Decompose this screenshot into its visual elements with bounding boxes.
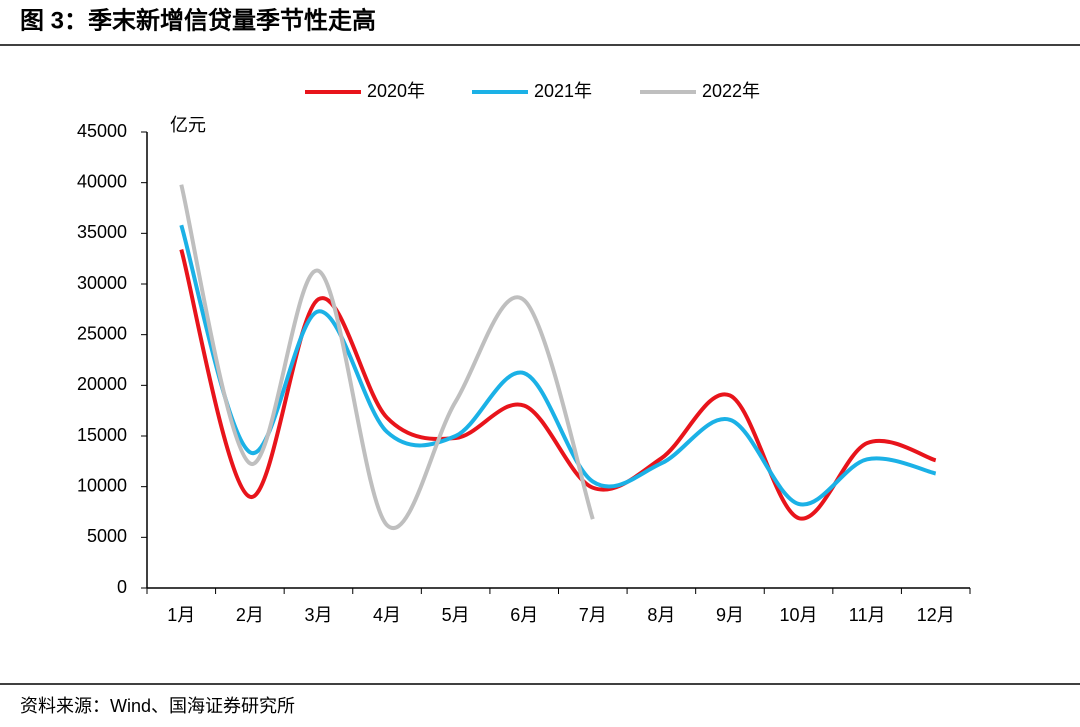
legend-label: 2020年 — [367, 81, 425, 101]
y-tick-label: 45000 — [77, 121, 127, 141]
y-tick-label: 5000 — [87, 526, 127, 546]
x-tick-label: 12月 — [917, 605, 955, 625]
y-axis-unit: 亿元 — [170, 115, 206, 135]
x-tick-label: 7月 — [579, 605, 607, 625]
x-tick-label: 11月 — [849, 605, 886, 625]
series-line — [179, 184, 595, 530]
series-line — [179, 224, 937, 507]
legend-label: 2022年 — [702, 81, 760, 101]
y-tick-label: 20000 — [77, 374, 127, 394]
series-line — [179, 249, 937, 521]
y-tick-label: 35000 — [77, 222, 127, 242]
y-tick-label: 15000 — [77, 425, 127, 445]
x-tick-label: 10月 — [780, 605, 818, 625]
x-tick-label: 2月 — [236, 605, 264, 625]
y-tick-label: 0 — [117, 577, 127, 597]
y-tick-label: 30000 — [77, 273, 127, 293]
x-tick-label: 9月 — [716, 605, 744, 625]
y-tick-label: 25000 — [77, 323, 127, 343]
source-note: 资料来源：Wind、国海证券研究所 — [20, 696, 295, 716]
y-tick-label: 10000 — [77, 475, 127, 495]
x-tick-label: 6月 — [510, 605, 538, 625]
x-tick-label: 4月 — [373, 605, 401, 625]
x-tick-label: 3月 — [304, 605, 332, 625]
y-tick-label: 40000 — [77, 171, 127, 191]
x-tick-label: 8月 — [647, 605, 675, 625]
chart-title: 图 3：季末新增信贷量季节性走高 — [20, 6, 376, 34]
legend-label: 2021年 — [534, 81, 592, 101]
x-tick-label: 1月 — [167, 605, 195, 625]
x-tick-label: 5月 — [442, 605, 470, 625]
